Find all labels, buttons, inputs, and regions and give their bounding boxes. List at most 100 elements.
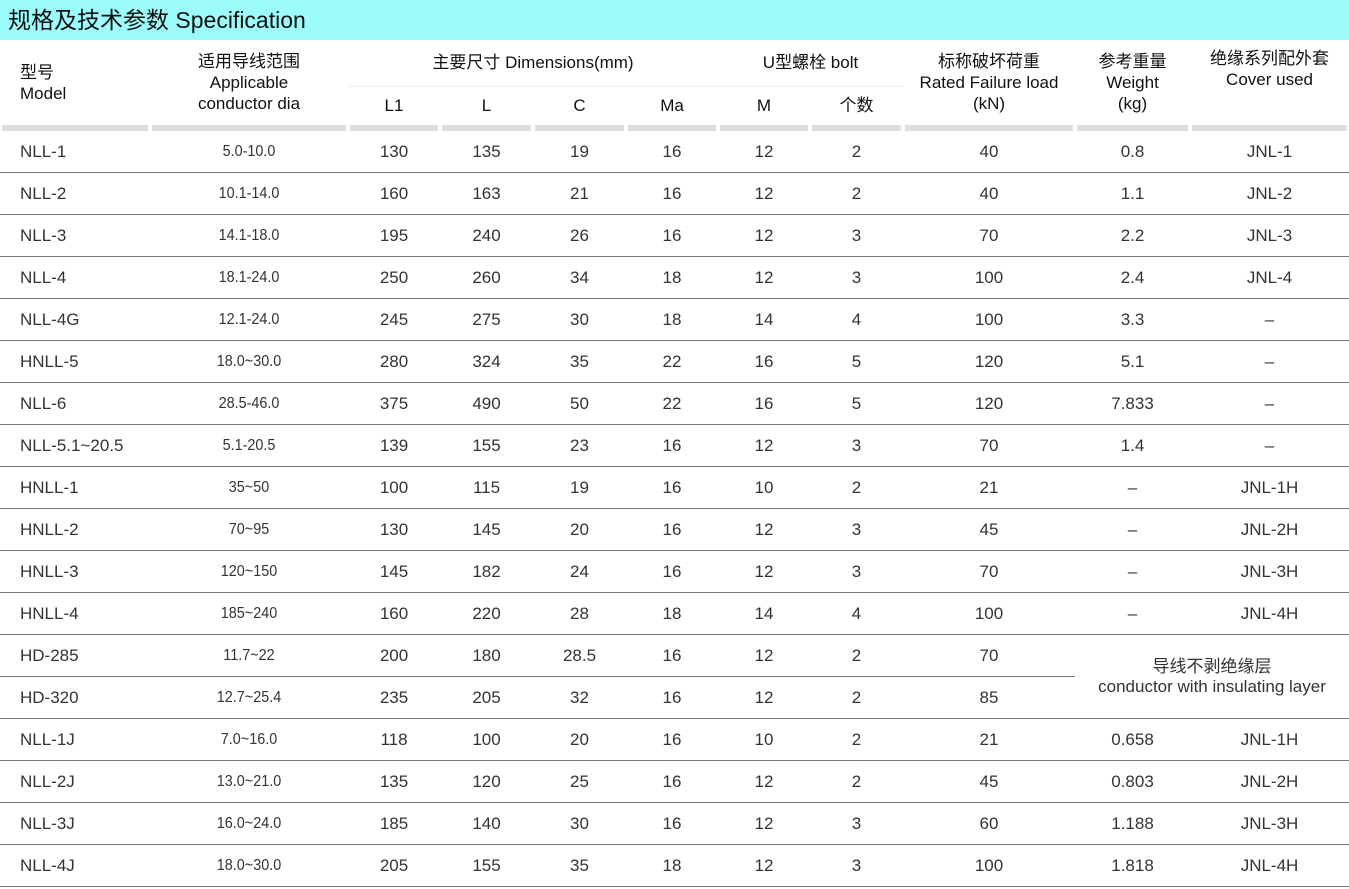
table-cell: 240: [440, 214, 533, 257]
table-cell: 155: [440, 844, 533, 887]
header-weight: 参考重量 Weight (kg): [1098, 52, 1167, 113]
table-cell: 14: [718, 298, 810, 341]
table-cell: 18.0~30.0: [159, 340, 339, 383]
table-cell: 16: [626, 214, 718, 257]
table-cell: 19: [533, 131, 626, 173]
table-cell: 2: [810, 760, 904, 803]
table-cell: 130: [348, 508, 440, 551]
table-cell: 12: [718, 172, 810, 215]
table-cell: 18: [626, 592, 718, 635]
table-cell: 18.0~30.0: [159, 844, 339, 887]
table-cell: HNLL-2: [0, 508, 150, 551]
table-cell: 16: [626, 466, 718, 509]
table-cell: 0.8: [1075, 131, 1191, 173]
table-cell: 16: [626, 802, 718, 845]
table-cell: 45: [903, 508, 1076, 551]
table-cell: 2: [810, 676, 904, 719]
table-cell: –: [1190, 298, 1349, 341]
table-cell: 3: [810, 844, 904, 887]
table-cell: 19: [533, 466, 626, 509]
table-cell: 18: [626, 256, 718, 299]
table-cell: 100: [440, 718, 533, 761]
table-cell: 2.4: [1075, 256, 1191, 299]
table-row: NLL-4G 12.1-24.0 245 275 30 18 14 4 100 3.3–: [0, 298, 1349, 341]
table-cell: 2: [810, 634, 904, 677]
table-cell: HNLL-1: [0, 466, 150, 509]
table-cell: 35: [533, 844, 626, 887]
header-dimensions: 主要尺寸 Dimensions(mm): [432, 53, 634, 73]
header-model: 型号 Model: [20, 62, 67, 103]
table-cell: 34: [533, 256, 626, 299]
table-cell: HNLL-3: [0, 550, 150, 593]
table-cell: 5: [810, 340, 904, 383]
table-cell: 324: [440, 340, 533, 383]
table-cell: 12: [718, 802, 810, 845]
table-cell: 14: [718, 592, 810, 635]
table-cell: 12.1-24.0: [159, 298, 339, 341]
table-cell: 16: [626, 508, 718, 551]
header-cover: 绝缘系列配外套 Cover used: [1210, 49, 1330, 89]
table-cell: 14.1-18.0: [159, 214, 339, 257]
table-cell: 18.1-24.0: [159, 256, 339, 299]
table-cell: 12: [718, 424, 810, 467]
table-cell: 12: [718, 256, 810, 299]
table-cell: 10: [718, 466, 810, 509]
table-cell: NLL-1J: [0, 718, 150, 761]
table-cell: JNL-3: [1190, 214, 1349, 257]
table-cell: 135: [348, 760, 440, 803]
table-cell: JNL-4: [1190, 256, 1349, 299]
table-cell: 16: [718, 382, 810, 425]
table-cell: 145: [348, 550, 440, 593]
table-cell: 1.1: [1075, 172, 1191, 215]
table-cell: 12: [718, 550, 810, 593]
table-cell: NLL-4: [0, 256, 150, 299]
table-cell: 2: [810, 466, 904, 509]
table-cell: JNL-3H: [1190, 550, 1349, 593]
table-cell: 3: [810, 214, 904, 257]
table-cell: 145: [440, 508, 533, 551]
header-l1: L1: [348, 85, 440, 125]
table-cell: 139: [348, 424, 440, 467]
table-row: HNLL-3 120~150 145 182 24 16 12 3 70– JNL-3H: [0, 550, 1349, 593]
table-cell: 28: [533, 592, 626, 635]
table-cell: 35: [533, 340, 626, 383]
table-cell: 20: [533, 718, 626, 761]
table-cell: NLL-3: [0, 214, 150, 257]
table-cell: 140: [440, 802, 533, 845]
header-count: 个数: [810, 85, 904, 125]
table-cell: 2.2: [1075, 214, 1191, 257]
table-cell: 5.1-20.5: [159, 424, 339, 467]
table-cell: JNL-1: [1190, 131, 1349, 173]
header-c: C: [533, 85, 626, 125]
merged-note: 导线不剥绝缘层 conductor with insulating layer: [1075, 634, 1349, 719]
table-cell: 50: [533, 382, 626, 425]
table-cell: –: [1190, 340, 1349, 383]
table-cell: 2: [810, 131, 904, 173]
table-cell: JNL-1H: [1190, 718, 1349, 761]
table-cell: 12: [718, 508, 810, 551]
note-cn: 导线不剥绝缘层: [1152, 656, 1272, 676]
table-row: NLL-5.1~20.5 5.1-20.5 139 155 23 16 12 3 70 1.4–: [0, 424, 1349, 467]
table-cell: JNL-2: [1190, 172, 1349, 215]
table-cell: 0.803: [1075, 760, 1191, 803]
table-cell: 22: [626, 382, 718, 425]
header-l: L: [440, 85, 533, 125]
table-cell: 2: [810, 172, 904, 215]
table-cell: 205: [348, 844, 440, 887]
table-cell: NLL-2J: [0, 760, 150, 803]
table-cell: 23: [533, 424, 626, 467]
table-cell: 12: [718, 676, 810, 719]
table-cell: 195: [348, 214, 440, 257]
note-en: conductor with insulating layer: [1098, 676, 1326, 696]
table-cell: 3: [810, 508, 904, 551]
table-cell: 16: [626, 550, 718, 593]
table-cell: 118: [348, 718, 440, 761]
table-cell: NLL-2: [0, 172, 150, 215]
table-cell: 1.4: [1075, 424, 1191, 467]
table-cell: 120: [440, 760, 533, 803]
table-cell: NLL-4G: [0, 298, 150, 341]
table-cell: 70: [903, 424, 1076, 467]
table-cell: JNL-2H: [1190, 760, 1349, 803]
table-cell: 1.188: [1075, 802, 1191, 845]
table-row: NLL-2 10.1-14.0 160 163 21 16 12 2 40 1.1 JNL-2: [0, 172, 1349, 215]
